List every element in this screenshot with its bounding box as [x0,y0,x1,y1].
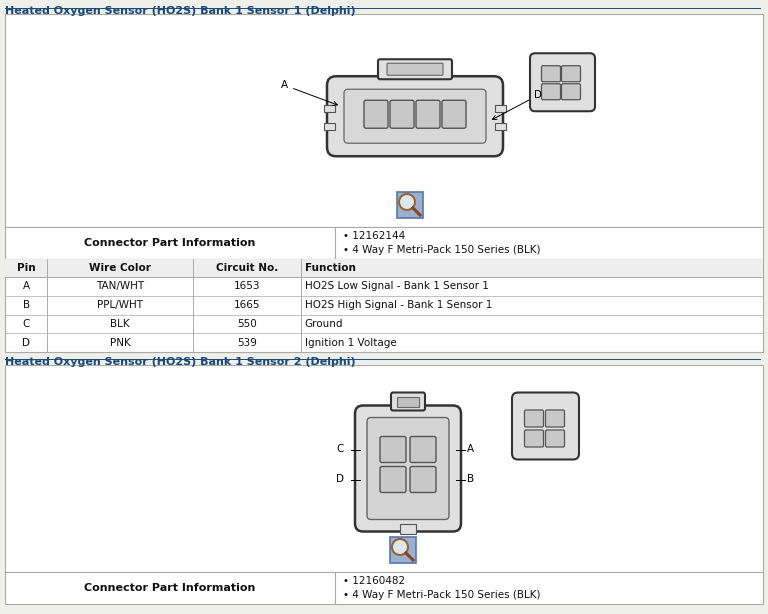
Text: A: A [22,281,30,292]
FancyBboxPatch shape [397,397,419,406]
Text: D: D [336,475,344,484]
Text: 1653: 1653 [233,281,260,292]
FancyBboxPatch shape [355,405,461,532]
FancyBboxPatch shape [364,100,388,128]
FancyBboxPatch shape [545,410,564,427]
Text: A: A [281,80,337,106]
Bar [335,572,763,604]
Text: Pin: Pin [17,263,35,273]
Text: • 12160482: • 12160482 [343,576,406,586]
Bar [495,123,506,130]
FancyBboxPatch shape [410,437,436,462]
FancyBboxPatch shape [561,66,581,82]
FancyBboxPatch shape [367,418,449,519]
FancyBboxPatch shape [378,59,452,79]
Text: HO2S Low Signal - Bank 1 Sensor 1: HO2S Low Signal - Bank 1 Sensor 1 [305,281,488,292]
Circle shape [399,194,415,210]
Text: • 4 Way F Metri-Pack 150 Series (BLK): • 4 Way F Metri-Pack 150 Series (BLK) [343,245,541,255]
Text: Connector Part Information: Connector Part Information [84,238,256,248]
FancyBboxPatch shape [391,392,425,411]
FancyBboxPatch shape [541,66,561,82]
Text: Connector Part Information: Connector Part Information [84,583,256,593]
Text: • 4 Way F Metri-Pack 150 Series (BLK): • 4 Way F Metri-Pack 150 Series (BLK) [343,590,541,600]
Text: HO2S High Signal - Bank 1 Sensor 1: HO2S High Signal - Bank 1 Sensor 1 [305,300,492,310]
Bar [5,365,763,572]
Text: B: B [22,300,30,310]
FancyBboxPatch shape [390,100,414,128]
Bar [390,537,416,563]
Circle shape [392,539,408,555]
FancyBboxPatch shape [344,89,486,143]
FancyBboxPatch shape [541,84,561,99]
Text: C: C [22,319,30,329]
Bar [5,259,763,352]
Text: D: D [492,90,542,120]
Bar [5,259,763,277]
Text: 550: 550 [237,319,257,329]
FancyBboxPatch shape [380,437,406,462]
Text: BLK: BLK [111,319,130,329]
Bar [324,123,335,130]
Text: Ground: Ground [305,319,343,329]
FancyBboxPatch shape [512,392,579,459]
FancyBboxPatch shape [442,100,466,128]
FancyBboxPatch shape [410,467,436,492]
FancyBboxPatch shape [327,76,503,156]
FancyBboxPatch shape [525,430,544,447]
Text: 1665: 1665 [233,300,260,310]
Text: Heated Oxygen Sensor (HO2S) Bank 1 Sensor 1 (Delphi): Heated Oxygen Sensor (HO2S) Bank 1 Senso… [5,6,356,16]
Bar [5,14,763,227]
Bar [495,105,506,112]
Text: • 12162144: • 12162144 [343,231,406,241]
Text: Function: Function [305,263,356,273]
Text: Heated Oxygen Sensor (HO2S) Bank 1 Sensor 2 (Delphi): Heated Oxygen Sensor (HO2S) Bank 1 Senso… [5,357,356,367]
Text: 539: 539 [237,338,257,348]
Bar [5,227,335,259]
Text: Wire Color: Wire Color [89,263,151,273]
Bar [324,105,335,112]
Text: PPL/WHT: PPL/WHT [98,300,143,310]
Bar [400,524,416,534]
FancyBboxPatch shape [416,100,440,128]
Text: Ignition 1 Voltage: Ignition 1 Voltage [305,338,396,348]
Bar [5,572,335,604]
Text: C: C [336,445,344,454]
Text: Circuit No.: Circuit No. [216,263,278,273]
Text: B: B [467,475,474,484]
Text: A: A [467,445,474,454]
FancyBboxPatch shape [525,410,544,427]
FancyBboxPatch shape [545,430,564,447]
FancyBboxPatch shape [561,84,581,99]
FancyBboxPatch shape [387,63,443,76]
Bar [335,227,763,259]
Text: D: D [22,338,30,348]
Text: PNK: PNK [110,338,131,348]
FancyBboxPatch shape [380,467,406,492]
Bar [397,192,423,218]
FancyBboxPatch shape [530,53,595,111]
Text: TAN/WHT: TAN/WHT [96,281,144,292]
